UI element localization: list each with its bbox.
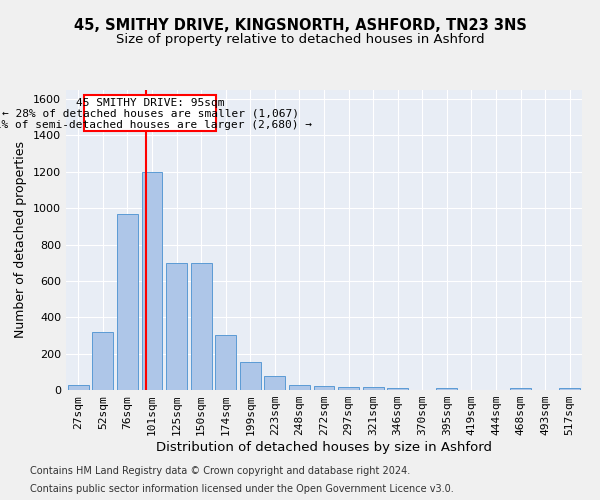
Bar — [68, 384, 89, 390]
FancyBboxPatch shape — [85, 94, 216, 131]
Text: ← 28% of detached houses are smaller (1,067): ← 28% of detached houses are smaller (1,… — [2, 108, 299, 118]
Bar — [314, 386, 334, 390]
Bar — [362, 388, 383, 390]
Bar — [289, 384, 310, 390]
Text: Contains public sector information licensed under the Open Government Licence v3: Contains public sector information licen… — [30, 484, 454, 494]
Text: Contains HM Land Registry data © Crown copyright and database right 2024.: Contains HM Land Registry data © Crown c… — [30, 466, 410, 476]
Bar — [142, 172, 163, 390]
Bar — [215, 334, 236, 390]
Bar — [387, 388, 408, 390]
Bar — [436, 388, 457, 390]
Bar — [240, 362, 261, 390]
X-axis label: Distribution of detached houses by size in Ashford: Distribution of detached houses by size … — [156, 441, 492, 454]
Text: 45, SMITHY DRIVE, KINGSNORTH, ASHFORD, TN23 3NS: 45, SMITHY DRIVE, KINGSNORTH, ASHFORD, T… — [74, 18, 526, 32]
Text: 45 SMITHY DRIVE: 95sqm: 45 SMITHY DRIVE: 95sqm — [76, 98, 224, 108]
Text: 71% of semi-detached houses are larger (2,680) →: 71% of semi-detached houses are larger (… — [0, 120, 312, 130]
Bar — [559, 388, 580, 390]
Bar — [117, 214, 138, 390]
Bar — [510, 388, 531, 390]
Bar — [338, 388, 359, 390]
Y-axis label: Number of detached properties: Number of detached properties — [14, 142, 28, 338]
Bar — [166, 262, 187, 390]
Bar — [191, 262, 212, 390]
Bar — [265, 376, 286, 390]
Bar — [92, 332, 113, 390]
Text: Size of property relative to detached houses in Ashford: Size of property relative to detached ho… — [116, 32, 484, 46]
